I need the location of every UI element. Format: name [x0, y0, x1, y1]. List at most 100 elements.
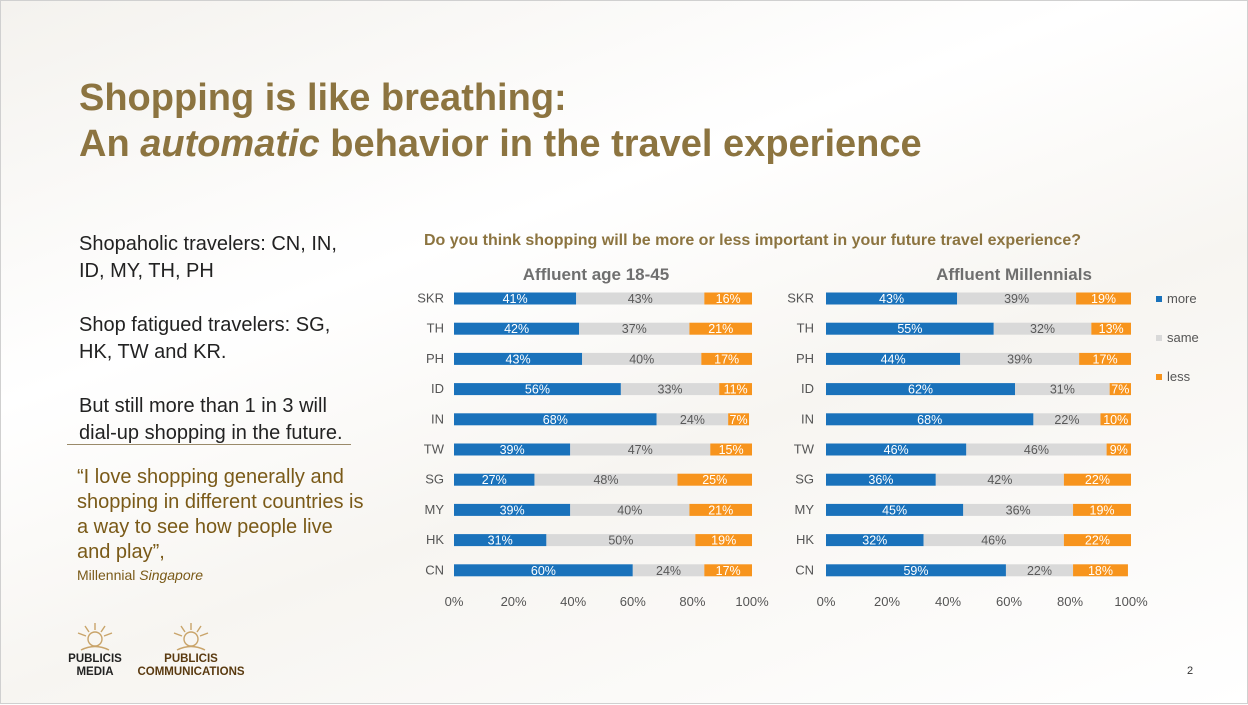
chart1-bar-more	[454, 443, 571, 456]
logo2-line2: COMMUNICATIONS	[137, 666, 245, 678]
chart2-bar-less	[1063, 534, 1131, 547]
chart1-category-label: TW	[424, 442, 445, 457]
chart2-x-tick-label: 80%	[1057, 594, 1083, 609]
quote-attribution: Millennial Singapore	[77, 567, 203, 583]
chart1-data-label-same: 43%	[628, 292, 653, 306]
lion-emblem-icon	[173, 623, 209, 651]
chart1-bar-same	[570, 443, 711, 456]
summary-text: Shopaholic travelers: CN, IN, ID, MY, TH…	[79, 231, 359, 474]
chart1-data-label-same: 33%	[658, 383, 683, 397]
chart2-data-label-less: 19%	[1090, 503, 1115, 517]
chart2-bar-more	[826, 564, 1006, 577]
logo2-line1: PUBLICIS	[164, 653, 218, 665]
publicis-media-logo: PUBLICIS MEDIA	[59, 621, 131, 679]
chart1-data-label-less: 16%	[716, 292, 741, 306]
chart1-data-label-same: 48%	[593, 473, 618, 487]
chart1-bar-more	[454, 473, 535, 486]
chart2-bar-same	[935, 473, 1064, 486]
chart1-data-label-same: 37%	[622, 322, 647, 336]
chart1-category-label: ID	[431, 381, 444, 396]
chart2-category-label: HK	[796, 532, 814, 547]
chart2-bar-less	[1073, 564, 1128, 577]
chart2-bar-same	[966, 443, 1107, 456]
chart2-data-label-less: 7%	[1111, 383, 1129, 397]
shop-fatigued-text: Shop fatigued travelers: SG, HK, TW and …	[79, 314, 331, 363]
chart1-category-label: IN	[431, 411, 444, 426]
chart2-bar-less	[1100, 413, 1131, 426]
chart1-data-label-same: 50%	[608, 534, 633, 548]
chart2-bar-same	[923, 534, 1064, 547]
chart2-bar-same	[1033, 413, 1101, 426]
legend-swatch-same	[1156, 335, 1162, 341]
chart1-bar-same	[582, 352, 702, 365]
chart2-bar-same	[1015, 383, 1110, 396]
dial-up-text: But still more than 1 in 3 will dial-up …	[79, 395, 343, 444]
publicis-communications-logo: PUBLICIS COMMUNICATIONS	[125, 621, 257, 679]
chart2-x-tick-label: 40%	[935, 594, 961, 609]
chart2-data-label-same: 42%	[987, 473, 1012, 487]
chart1-bar-more	[454, 352, 583, 365]
chart1-x-tick-label: 80%	[679, 594, 705, 609]
chart2-data-label-same: 31%	[1050, 383, 1075, 397]
chart2-data-label-more: 46%	[884, 443, 909, 457]
chart2-bar-more	[826, 443, 967, 456]
chart2-bar-more	[826, 292, 958, 305]
chart1-data-label-more: 39%	[500, 503, 525, 517]
chart2-data-label-more: 44%	[881, 352, 906, 366]
chart1-data-label-same: 47%	[628, 443, 653, 457]
chart-question: Do you think shopping will be more or le…	[424, 232, 1081, 249]
chart1-category-label: CN	[425, 562, 444, 577]
title-line-2-pre: An	[79, 123, 141, 165]
quote-attribution-place: Singapore	[139, 567, 204, 583]
slide-title: Shopping is like breathing: An automatic…	[79, 75, 922, 167]
chart1-x-tick-label: 20%	[501, 594, 527, 609]
chart1-bar-less	[695, 534, 752, 547]
chart2-bar-more	[826, 473, 936, 486]
chart1-x-tick-label: 40%	[560, 594, 586, 609]
chart2-data-label-less: 17%	[1093, 352, 1118, 366]
chart1-data-label-more: 31%	[488, 534, 513, 548]
chart2-bar-more	[826, 534, 924, 547]
title-line-2-emphasis: automatic	[140, 123, 320, 165]
legend-label-less: less	[1167, 369, 1191, 384]
chart1-x-tick-label: 60%	[620, 594, 646, 609]
chart2-data-label-less: 18%	[1088, 564, 1113, 578]
chart1-data-label-less: 25%	[702, 473, 727, 487]
divider	[67, 444, 351, 445]
chart1-data-label-less: 11%	[724, 383, 748, 397]
chart2-data-label-less: 22%	[1085, 473, 1110, 487]
chart2-data-label-more: 59%	[903, 564, 928, 578]
legend-swatch-less	[1156, 374, 1162, 380]
chart1-bar-same	[656, 413, 729, 426]
title-line-2-post: behavior in the travel experience	[319, 123, 922, 165]
chart1-category-label: MY	[425, 502, 445, 517]
chart2-category-label: CN	[795, 562, 814, 577]
chart1-data-label-less: 21%	[708, 503, 733, 517]
chart1-bar-same	[579, 322, 690, 335]
chart2-bar-less	[1109, 383, 1131, 396]
chart2-data-label-more: 55%	[897, 322, 922, 336]
chart2-bar-same	[1005, 564, 1074, 577]
chart1-data-label-more: 68%	[543, 413, 568, 427]
chart2-data-label-same: 22%	[1027, 564, 1052, 578]
chart2-bar-same	[963, 503, 1074, 516]
chart2-data-label-more: 32%	[862, 534, 887, 548]
chart1-bar-less	[701, 352, 752, 365]
chart2-category-label: SG	[795, 472, 814, 487]
chart2-data-label-more: 62%	[908, 383, 933, 397]
chart2-x-tick-label: 0%	[817, 594, 836, 609]
chart1-category-label: SKR	[417, 291, 444, 306]
chart2-bar-less	[1076, 292, 1131, 305]
chart1-data-label-more: 39%	[500, 443, 525, 457]
chart2-bar-more	[826, 413, 1034, 426]
quote-attribution-pre: Millennial	[77, 567, 140, 583]
chart2-data-label-same: 36%	[1006, 503, 1031, 517]
chart1-data-label-less: 19%	[711, 534, 736, 548]
chart1-data-label-more: 42%	[504, 322, 529, 336]
chart2-bar-less	[1073, 503, 1131, 516]
chart1-bar-same	[620, 383, 720, 396]
chart1-data-label-more: 43%	[506, 352, 531, 366]
chart1-data-label-less: 15%	[719, 443, 744, 457]
